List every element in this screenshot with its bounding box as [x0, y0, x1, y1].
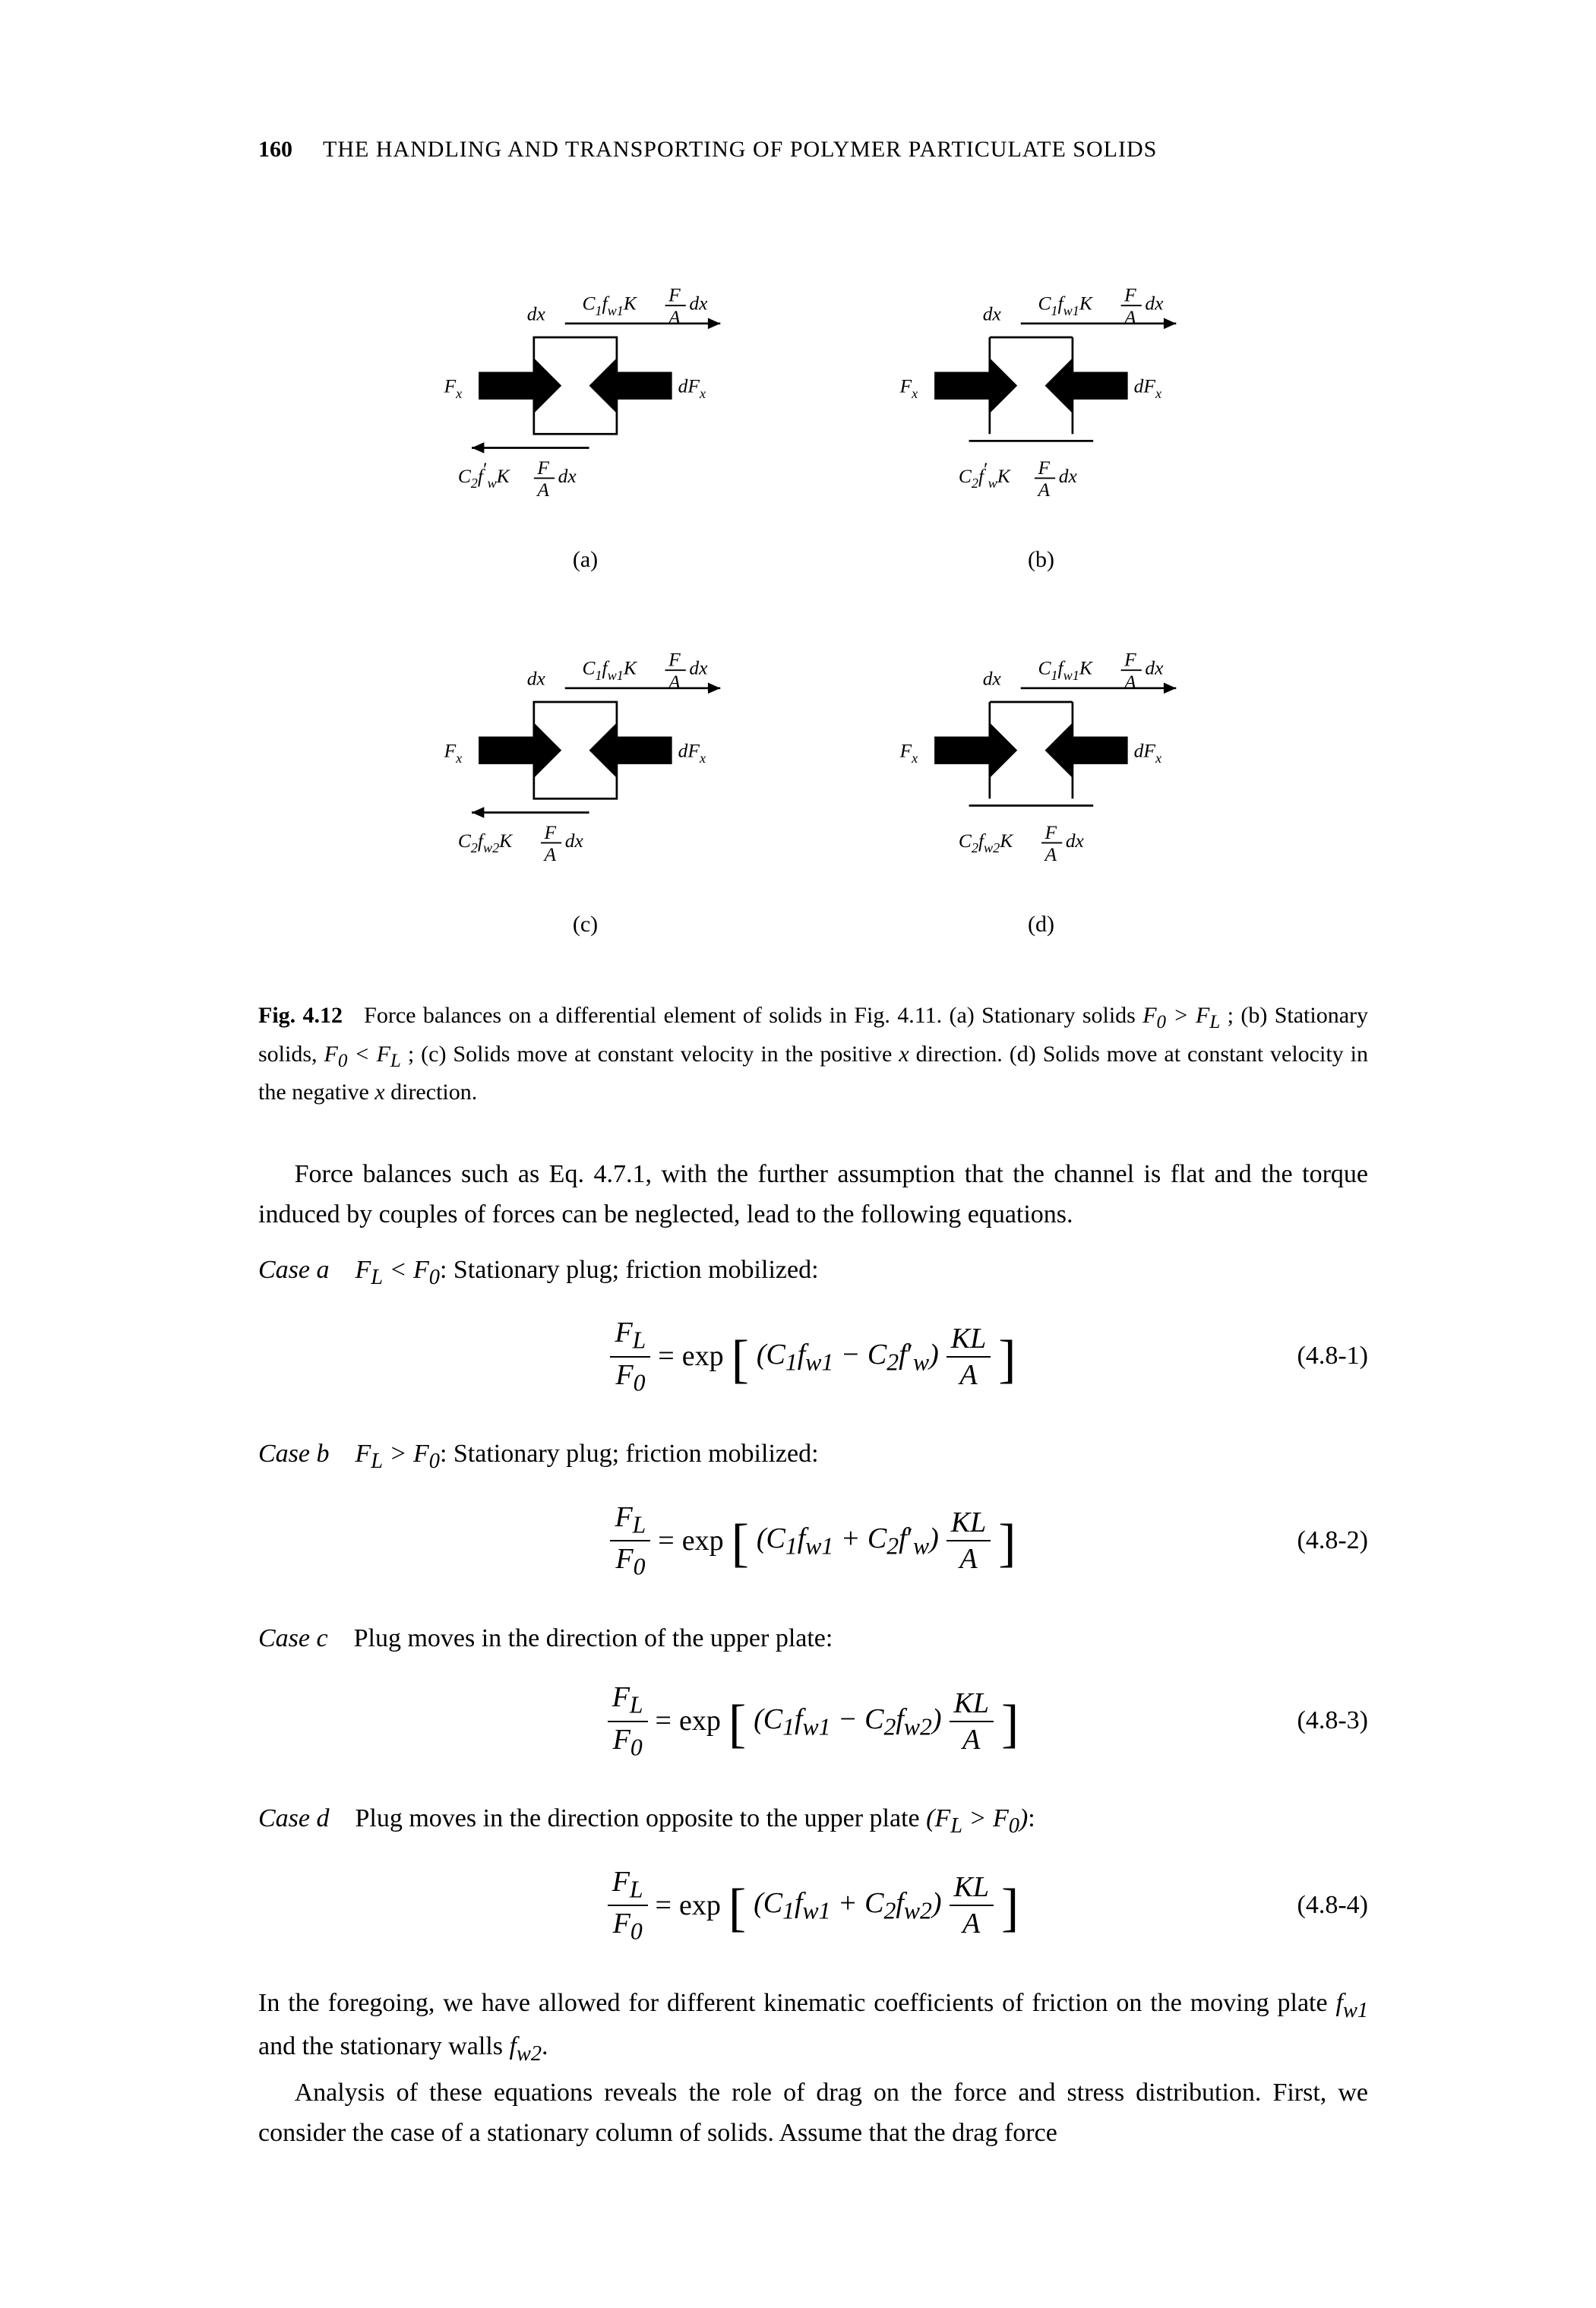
case-a-line: Case a FL < F0: Stationary plug; frictio… [258, 1250, 1368, 1295]
svg-text:C1fw1K: C1fw1K [1038, 292, 1093, 318]
case-d-line: Case d Plug moves in the direction oppos… [258, 1799, 1368, 1843]
svg-text:F: F [668, 284, 681, 306]
svg-text:C2fw2K: C2fw2K [457, 830, 513, 855]
svg-text:C2f′wK: C2f′wK [457, 458, 510, 491]
panel-caption-c: (c) [573, 912, 598, 937]
caption-text-3: ; (c) Solids move at constant velocity i… [408, 1042, 899, 1067]
svg-text:dx: dx [526, 302, 545, 324]
svg-text:C2f′wK: C2f′wK [958, 458, 1011, 491]
svg-text:Fx: Fx [443, 375, 462, 401]
svg-text:A: A [667, 306, 681, 328]
svg-text:Fx: Fx [899, 740, 918, 766]
equation-4-8-1: FLF0 = exp [ (C1fw1 − C2f′w) KLA ] (4.8-… [258, 1315, 1368, 1399]
closing-p1: In the foregoing, we have allowed for di… [258, 1984, 1368, 2071]
svg-text:F: F [1124, 284, 1136, 306]
equation-4-8-4: FLF0 = exp [ (C1fw1 + C2fw2) KLA ] (4.8-… [258, 1864, 1368, 1947]
figure-panel-c: dx C1fw1K F A dx Fx Fx + dFx C2fw2K F A … [396, 618, 776, 937]
figure-label: Fig. 4.12 [258, 1003, 343, 1028]
eq-number: (4.8-1) [1297, 1336, 1368, 1377]
figure-caption: Fig. 4.12 Force balances on a differenti… [258, 998, 1368, 1109]
svg-text:A: A [1123, 306, 1136, 328]
svg-text:dx: dx [558, 465, 577, 487]
svg-text:F: F [1124, 649, 1136, 671]
equation-4-8-2: FLF0 = exp [ (C1fw1 + C2f′w) KLA ] (4.8-… [258, 1499, 1368, 1582]
case-c-line: Case c Plug moves in the direction of th… [258, 1619, 1368, 1659]
svg-text:dx: dx [1058, 465, 1077, 487]
svg-text:C1fw1K: C1fw1K [582, 657, 637, 683]
figure-panel-a: dx C1fw1K F A dx Fx Fx + dFx C2f′wK F [396, 254, 776, 573]
panel-caption-d: (d) [1028, 912, 1054, 937]
case-d-cond: (FL > F0) [926, 1804, 1028, 1832]
case-a-cond: FL < F0 [356, 1256, 440, 1284]
svg-text:Fx: Fx [899, 375, 918, 401]
svg-text:A: A [1043, 843, 1057, 865]
svg-text:F: F [668, 649, 681, 671]
eq-number: (4.8-4) [1297, 1886, 1368, 1926]
figure-panel-b: dx C1fw1K F A dx Fx Fx + dFx C2f′wK F A [852, 254, 1231, 573]
intro-paragraph: Force balances such as Eq. 4.7.1, with t… [258, 1155, 1368, 1235]
panel-caption-a: (a) [573, 547, 598, 573]
case-b-cond: FL > F0 [356, 1440, 440, 1468]
caption-cond-b: F0 < FL [324, 1042, 401, 1067]
svg-text:A: A [536, 479, 549, 501]
caption-text-5: direction. [390, 1080, 477, 1105]
svg-text:dx: dx [689, 292, 708, 315]
svg-text:A: A [667, 671, 681, 693]
panel-caption-b: (b) [1028, 547, 1054, 573]
eq-number: (4.8-2) [1297, 1521, 1368, 1561]
running-header: 160 THE HANDLING AND TRANSPORTING OF POL… [258, 137, 1368, 163]
equation-4-8-3: FLF0 = exp [ (C1fw1 − C2fw2) KLA ] (4.8-… [258, 1680, 1368, 1763]
svg-text:dx: dx [564, 830, 583, 852]
caption-text-1: Force balances on a differential element… [364, 1003, 1142, 1028]
svg-text:F: F [1044, 821, 1057, 843]
svg-text:C1fw1K: C1fw1K [582, 292, 637, 318]
svg-text:dx: dx [1065, 830, 1084, 852]
svg-text:A: A [1036, 479, 1050, 501]
caption-cond-a: F0 > FL [1142, 1003, 1220, 1028]
figure-panel-d: dx C1fw1K F A dx Fx Fx + dFx C2fw2K F A … [852, 618, 1231, 937]
svg-text:dx: dx [526, 667, 545, 689]
body-text: Force balances such as Eq. 4.7.1, with t… [258, 1155, 1368, 2154]
svg-text:dx: dx [1145, 292, 1164, 315]
svg-text:F: F [1037, 457, 1050, 479]
svg-text:F: F [543, 821, 556, 843]
svg-text:A: A [1123, 671, 1136, 693]
svg-text:dx: dx [982, 302, 1001, 324]
eq-number: (4.8-3) [1297, 1701, 1368, 1741]
svg-text:dx: dx [982, 667, 1001, 689]
caption-var-x2: x [375, 1080, 384, 1105]
svg-text:F: F [536, 457, 549, 479]
svg-text:dx: dx [1145, 657, 1164, 679]
figure-4-12: dx C1fw1K F A dx Fx Fx + dFx C2f′wK F [396, 254, 1231, 937]
case-b-line: Case b FL > F0: Stationary plug; frictio… [258, 1434, 1368, 1478]
svg-text:A: A [542, 843, 556, 865]
page-number: 160 [258, 137, 292, 163]
svg-text:dx: dx [689, 657, 708, 679]
running-title: THE HANDLING AND TRANSPORTING OF POLYMER… [323, 137, 1157, 163]
caption-var-x1: x [899, 1042, 909, 1067]
svg-text:C2fw2K: C2fw2K [958, 830, 1013, 855]
svg-text:C1fw1K: C1fw1K [1038, 657, 1093, 683]
svg-text:Fx: Fx [443, 740, 462, 766]
closing-p2: Analysis of these equations reveals the … [258, 2073, 1368, 2153]
